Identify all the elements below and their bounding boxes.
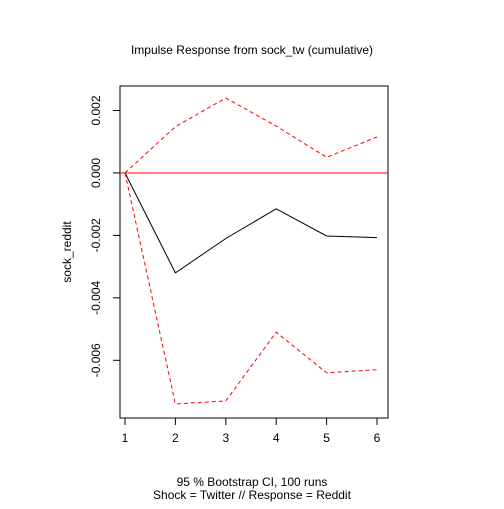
x-tick-label: 2: [172, 431, 179, 445]
x-tick-label: 1: [122, 431, 129, 445]
y-tick-label: -0.004: [89, 281, 103, 315]
y-axis: -0.006 -0.004 -0.002 0.000 0.002: [89, 95, 120, 377]
plot-frame: [119, 85, 389, 419]
ci-caption: 95 % Bootstrap CI, 100 runs: [177, 475, 328, 489]
x-tick-label: 3: [222, 431, 229, 445]
y-tick-label: -0.006: [89, 343, 103, 377]
y-tick-label: 0.002: [89, 95, 103, 125]
chart-title: Impulse Response from sock_tw (cumulativ…: [131, 43, 373, 57]
y-tick-label: -0.002: [89, 218, 103, 252]
series-group: [124, 97, 378, 405]
y-tick-label: 0.000: [89, 158, 103, 188]
shock-response-caption: Shock = Twitter // Response = Reddit: [153, 488, 352, 502]
series-line-upper: [124, 97, 378, 174]
series-line-lower: [124, 172, 378, 405]
x-tick-label: 4: [273, 431, 280, 445]
x-tick-label: 6: [374, 431, 381, 445]
x-axis: 1 2 3 4 5 6: [122, 418, 381, 445]
series-line-irf: [124, 172, 378, 274]
y-axis-label: sock_reddit: [60, 221, 74, 283]
x-tick-label: 5: [323, 431, 330, 445]
